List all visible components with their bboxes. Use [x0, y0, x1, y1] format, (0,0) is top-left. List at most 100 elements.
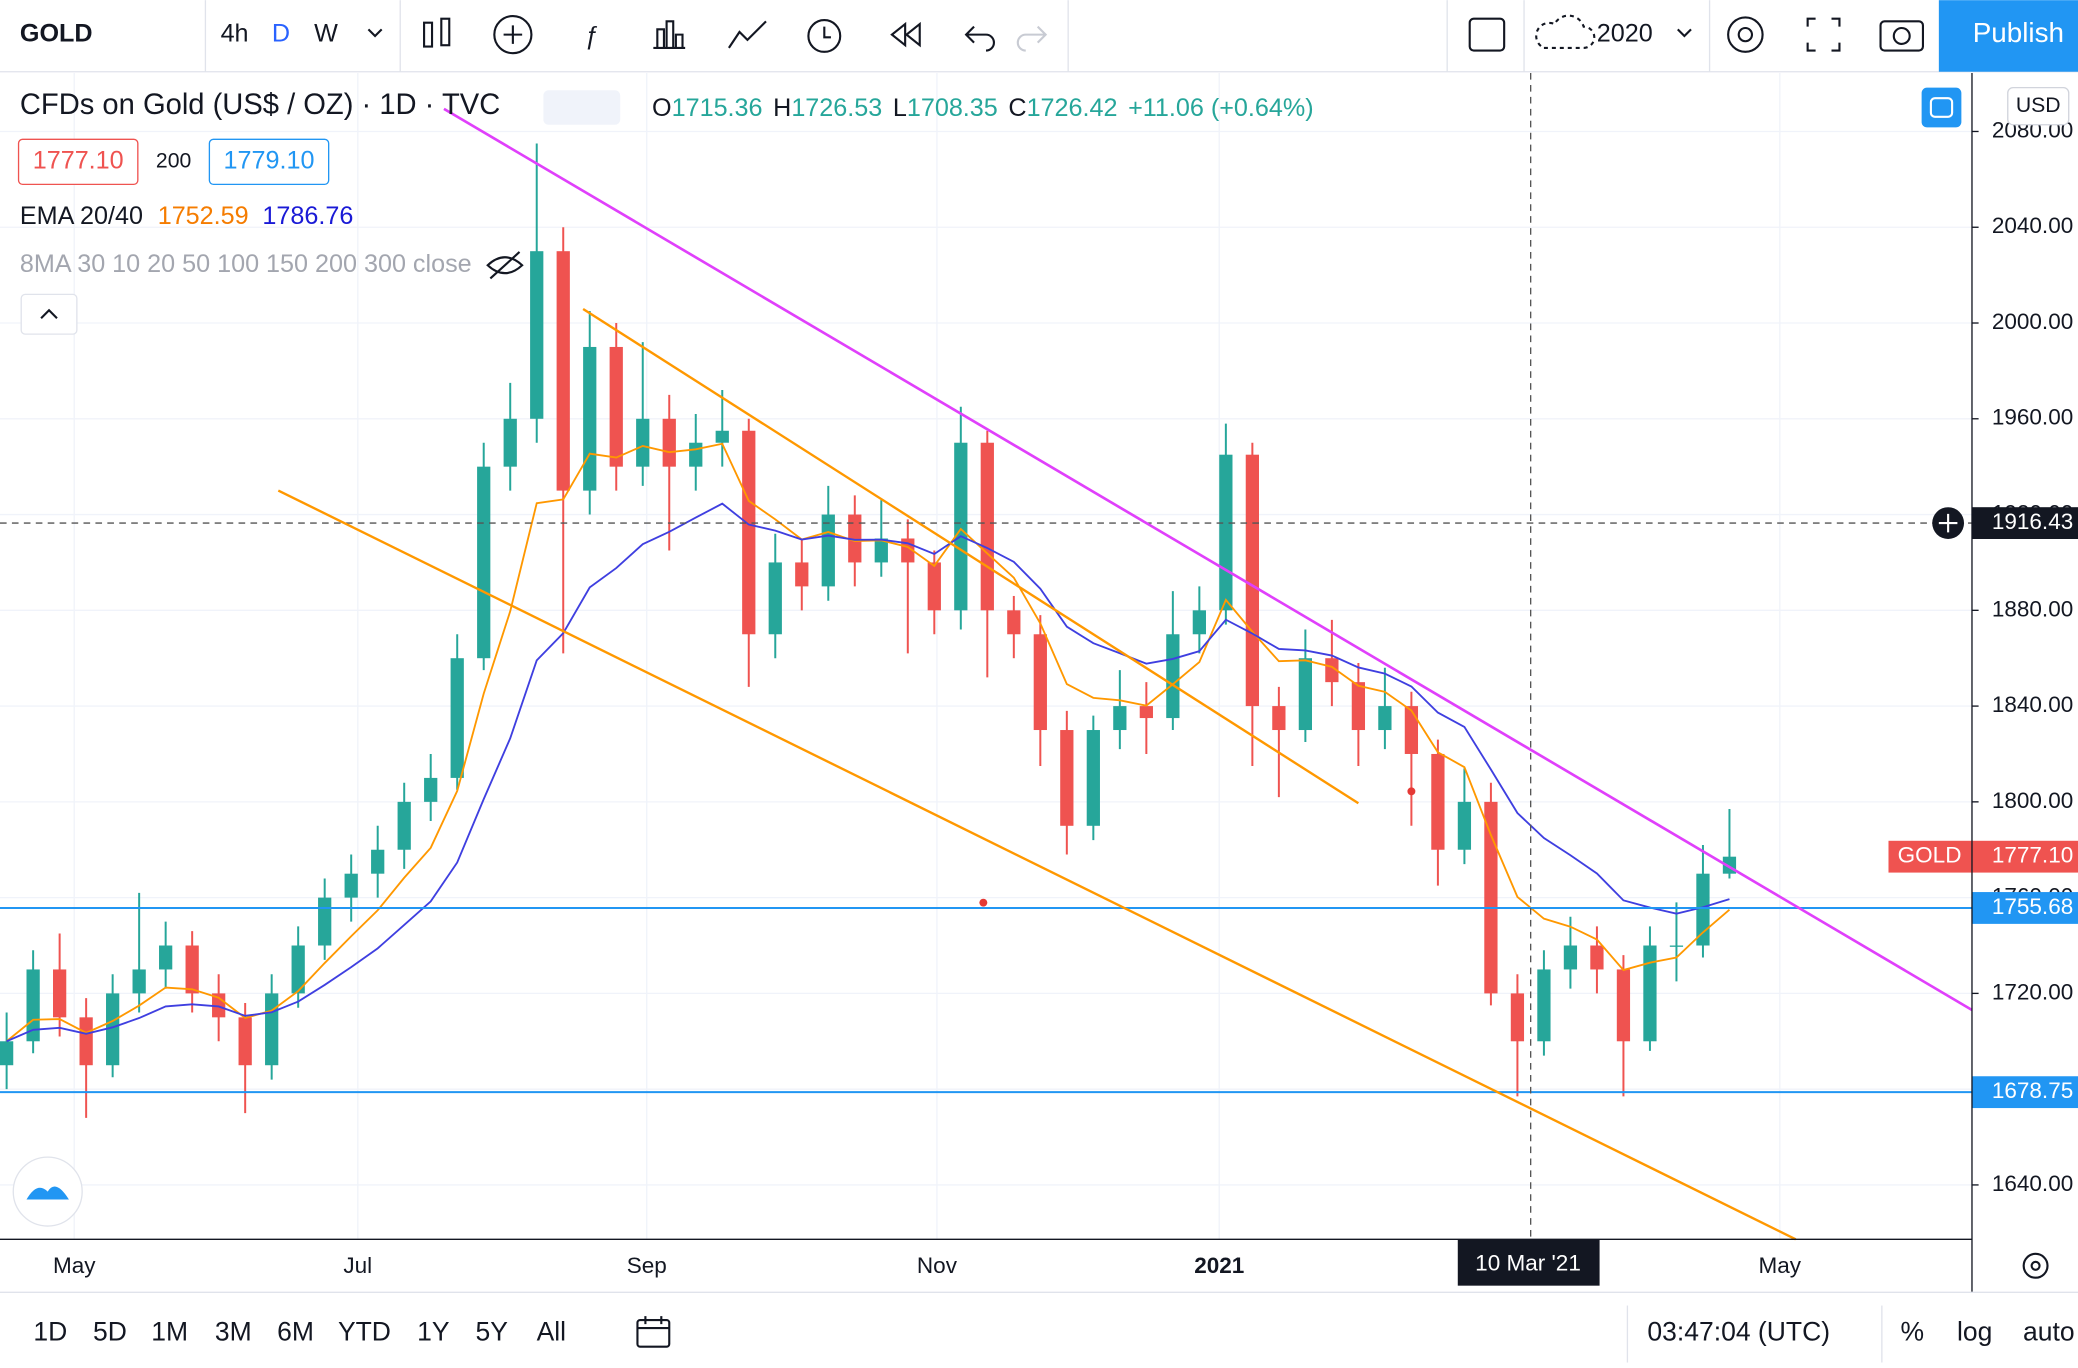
trend-line — [582, 307, 1360, 805]
candle-body — [1060, 730, 1074, 826]
scale-mode[interactable]: log — [1957, 1316, 1992, 1346]
ohlc-key: L — [893, 93, 907, 121]
dropdown[interactable] — [367, 28, 383, 38]
publish-button[interactable] — [1938, 0, 2078, 72]
footer: 1D 5D 1M 3M 6M YTD 1Y 5Y All 03:47:04 (UTC)% log au… — [33, 1316, 2074, 1346]
symbol-label: GOLD — [1898, 843, 1962, 868]
candle-body — [1086, 730, 1100, 826]
marker-dot — [1407, 787, 1416, 796]
replay-button[interactable] — [890, 21, 921, 48]
interval[interactable]: D — [272, 19, 290, 47]
range-button[interactable]: 5Y — [475, 1316, 508, 1346]
price-label: 1755.68 — [1992, 894, 2073, 919]
last-price-box — [1888, 840, 2078, 873]
moving-average — [6, 502, 1730, 1043]
alert-button[interactable] — [807, 18, 842, 53]
chart-settings[interactable] — [2022, 1252, 2049, 1279]
fx-icon[interactable]: ƒ — [584, 22, 598, 50]
y-tick-label: 2040.00 — [1992, 213, 2073, 238]
range-button[interactable]: 3M — [215, 1316, 252, 1346]
range-button[interactable]: All — [537, 1316, 566, 1346]
fullscreen-button[interactable] — [1806, 17, 1841, 52]
layout-button[interactable] — [1468, 17, 1506, 52]
y-tick-label: 1640.00 — [1992, 1171, 2073, 1196]
trend-line — [277, 489, 1797, 1241]
y-tick-label: 1840.00 — [1992, 692, 2073, 717]
candle-body — [1033, 634, 1047, 731]
undo-button[interactable] — [964, 25, 995, 52]
candle-body — [1325, 658, 1339, 683]
candle-body — [503, 418, 517, 467]
candle-body — [927, 562, 941, 611]
indicator-value: 1786.76 — [262, 202, 353, 230]
candle-body — [1245, 454, 1259, 707]
interval[interactable]: 4h — [221, 19, 249, 47]
clock[interactable]: 03:47:04 (UTC) — [1647, 1316, 1830, 1346]
settings-button[interactable] — [1727, 16, 1764, 53]
redo-button[interactable] — [1016, 25, 1048, 52]
candle-body — [397, 801, 411, 850]
y-tick-label: 2000.00 — [1992, 309, 2073, 334]
candle-body — [1298, 658, 1313, 731]
range-button[interactable]: 1M — [151, 1316, 188, 1346]
candle-body — [980, 442, 994, 611]
interval[interactable]: W — [314, 19, 338, 47]
hide-icon[interactable] — [486, 251, 524, 280]
toggle[interactable] — [543, 90, 621, 125]
y-tick-label: 1720.00 — [1992, 979, 2073, 1004]
candle-body — [79, 1017, 93, 1066]
collapse-button[interactable] — [20, 293, 78, 335]
currency-box[interactable] — [2007, 86, 2070, 126]
buy-price[interactable]: 1779.10 — [224, 147, 315, 175]
candle-body — [159, 945, 173, 970]
candle-body — [344, 873, 358, 898]
sell-button[interactable] — [17, 138, 139, 186]
ohlc-key: H — [773, 93, 791, 121]
currency[interactable]: USD — [2016, 94, 2061, 117]
indicator-add-button[interactable] — [493, 15, 533, 55]
candle-body — [1139, 706, 1153, 719]
add-icon — [1938, 513, 1958, 533]
range-button[interactable]: 1Y — [417, 1316, 450, 1346]
symbol[interactable]: GOLD — [20, 19, 93, 47]
chart-type-button[interactable] — [423, 17, 451, 48]
indicator-name: 8MA 30 10 20 50 100 150 200 300 close — [20, 250, 472, 278]
change: +11.06 (+0.64%) — [1128, 93, 1314, 121]
x-tick-label: Sep — [627, 1253, 667, 1278]
range-button[interactable]: 5D — [93, 1316, 127, 1346]
spread: 200 — [156, 149, 191, 172]
candle-body — [318, 897, 332, 946]
cloud-icon[interactable] — [1535, 14, 1596, 49]
autoscale-button[interactable] — [1921, 87, 1962, 128]
compare-button[interactable] — [728, 20, 767, 49]
candle-body — [1219, 454, 1233, 611]
sell-price[interactable]: 1777.10 — [33, 147, 124, 175]
y-tick-label: 1960.00 — [1992, 405, 2073, 430]
range-button[interactable]: 6M — [277, 1316, 314, 1346]
date-range-button[interactable] — [636, 1316, 671, 1348]
price-label-box — [1971, 507, 2078, 540]
templates-button[interactable] — [653, 20, 686, 49]
candle-body — [238, 1017, 252, 1066]
publish-label[interactable]: Publish — [1973, 17, 2064, 48]
x-tick-label: Jul — [343, 1253, 372, 1278]
buy-button[interactable] — [208, 138, 330, 186]
ohlc-value: 1708.35 — [907, 93, 998, 121]
layout-name[interactable]: 2020 — [1597, 19, 1653, 47]
range-button[interactable]: YTD — [338, 1316, 391, 1346]
candle-body — [795, 562, 809, 587]
candle-body — [1616, 969, 1631, 1042]
candle-body — [185, 945, 199, 994]
scale-mode[interactable]: auto — [2023, 1316, 2075, 1346]
candle-body — [821, 514, 835, 587]
scale-mode[interactable]: % — [1901, 1316, 1925, 1346]
candle-body — [1643, 945, 1657, 1042]
price-label-box — [1971, 892, 2078, 924]
x-tick-label: 2021 — [1194, 1253, 1244, 1278]
collapse-icon[interactable] — [40, 308, 58, 319]
trend-line — [443, 107, 1973, 1012]
dropdown[interactable] — [1677, 28, 1692, 38]
indicator-value: 1752.59 — [158, 202, 249, 230]
range-button[interactable]: 1D — [33, 1316, 67, 1346]
snapshot-button[interactable] — [1879, 20, 1925, 52]
